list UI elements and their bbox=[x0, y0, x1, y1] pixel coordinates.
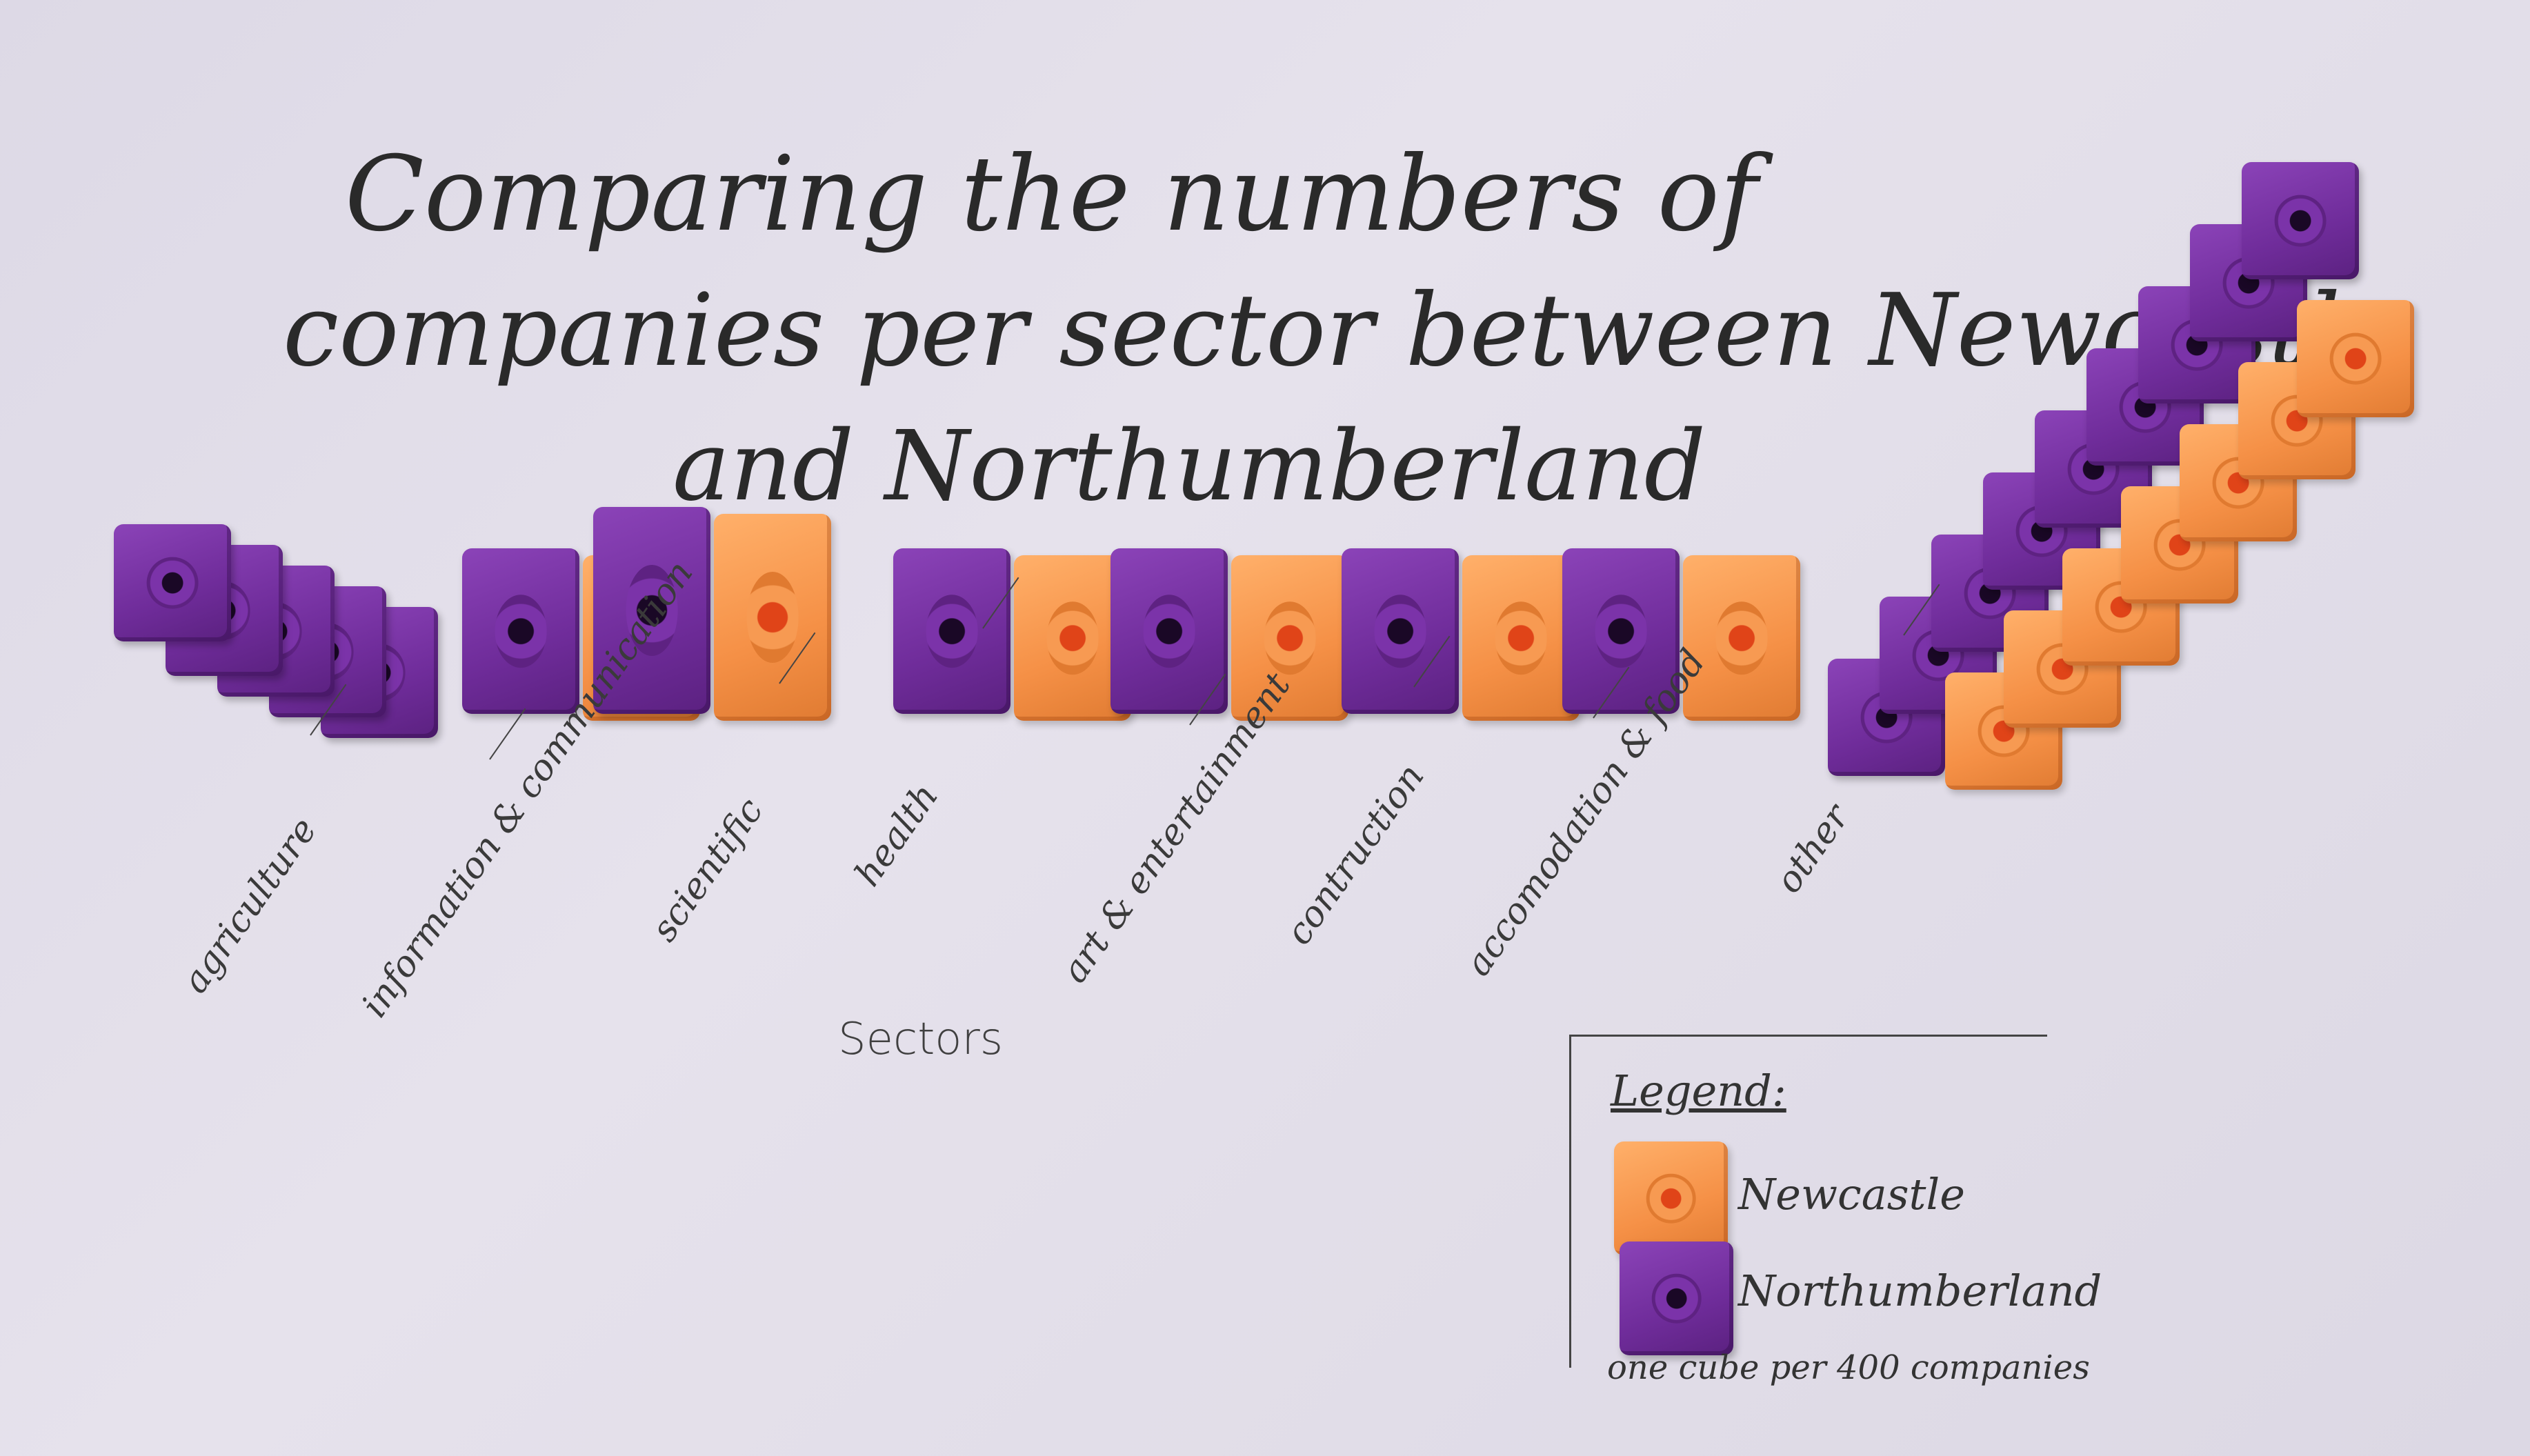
bar-cube-northumberland-2 bbox=[593, 507, 710, 714]
bar-cube-northumberland-5 bbox=[1342, 548, 1459, 714]
bar-cube-northumberland-0-0 bbox=[114, 524, 231, 641]
chart-title-line-3: and Northumberland bbox=[673, 410, 1706, 523]
sector-label: agriculture bbox=[174, 810, 326, 1001]
bar-cube-newcastle-6 bbox=[1683, 555, 1800, 721]
sector-label: contruction bbox=[1277, 757, 1433, 953]
sector-tick bbox=[489, 708, 526, 760]
legend-newcastle-label: Newcastle bbox=[1738, 1169, 1965, 1219]
bar-cube-newcastle-7-6 bbox=[2297, 300, 2414, 417]
legend-northumberland-swatch bbox=[1620, 1241, 1733, 1355]
legend-newcastle-swatch bbox=[1614, 1141, 1728, 1255]
bar-cube-northumberland-7-8 bbox=[2242, 162, 2359, 279]
sector-label: scientific bbox=[643, 790, 772, 949]
legend-box bbox=[1569, 1035, 2047, 1368]
sector-label: other bbox=[1767, 797, 1858, 901]
bar-cube-newcastle-2 bbox=[714, 514, 831, 721]
bar-cube-newcastle-5 bbox=[1462, 555, 1580, 721]
bar-cube-northumberland-1 bbox=[462, 548, 579, 714]
bar-cube-newcastle-4 bbox=[1231, 555, 1348, 721]
chart-title-line-1: Comparing the numbers of bbox=[345, 134, 1758, 255]
legend-unit-note: one cube per 400 companies bbox=[1607, 1348, 2090, 1387]
sector-label: health bbox=[846, 776, 947, 894]
legend-title: Legend: bbox=[1611, 1066, 1786, 1116]
bar-cube-northumberland-4 bbox=[1110, 548, 1228, 714]
chart-title-line-2: companies per sector between Newcastle bbox=[283, 272, 2400, 389]
x-axis-title: Sectors bbox=[838, 1014, 1004, 1065]
bar-cube-northumberland-6 bbox=[1562, 548, 1680, 714]
bar-cube-northumberland-3 bbox=[893, 548, 1010, 714]
legend-northumberland-label: Northumberland bbox=[1738, 1266, 2102, 1316]
